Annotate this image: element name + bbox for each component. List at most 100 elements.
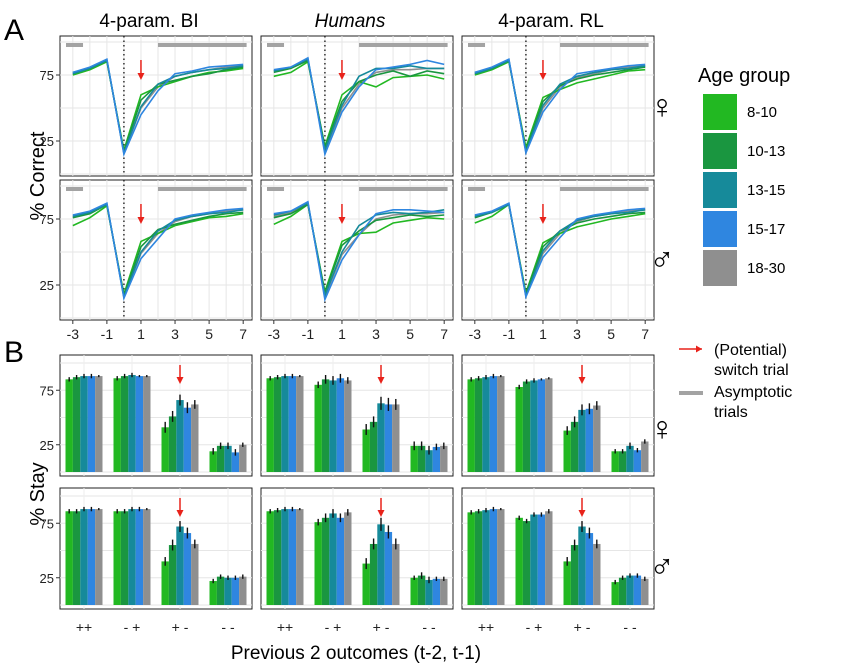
legend-title: Age group <box>698 65 790 87</box>
bar-13-15-+- <box>176 400 184 472</box>
bar-15-17-+- <box>384 531 393 605</box>
asymptotic-key <box>679 391 703 395</box>
bar-panel-female-2 <box>260 354 454 477</box>
bar-18-30-+- <box>191 404 199 472</box>
x-tick-label: + - <box>172 619 189 635</box>
x-tick-label: 1 <box>137 326 145 342</box>
y-tick-label: 25 <box>40 134 54 149</box>
bar-18-30--+ <box>545 378 553 472</box>
sex-symbol-male-b: ♂ <box>649 548 675 586</box>
bar-15-17-++ <box>87 509 96 605</box>
x-tick-label: 5 <box>406 326 414 342</box>
x-tick-label: ++ <box>76 619 92 635</box>
sex-symbol-female-a: ♀ <box>649 88 675 126</box>
legend-key-8-10 <box>703 94 737 130</box>
switch-arrowhead <box>176 377 184 384</box>
asymptotic-bar <box>66 187 84 191</box>
bar-13-15--- <box>224 577 232 605</box>
bar-10-13-++ <box>72 377 81 472</box>
bar-18-30-++ <box>497 509 505 605</box>
asymptotic-bar <box>560 43 649 47</box>
bar-10-13-+- <box>168 545 177 605</box>
bar-13-15-+- <box>578 526 586 605</box>
bar-13-15--- <box>425 450 433 472</box>
switch-arrowhead <box>137 217 145 224</box>
bar-10-13--+ <box>120 511 129 605</box>
bar-10-13--+ <box>321 517 330 605</box>
bar-13-15--- <box>626 575 634 605</box>
bar-15-17--- <box>633 575 642 605</box>
bar-8-10-++ <box>65 511 73 605</box>
line-panel-male-2: -3 -1 1 3 5 7 <box>260 179 454 342</box>
legend-key-18-30 <box>703 250 737 286</box>
bar-15-17-+- <box>585 533 594 605</box>
bar-8-10-+- <box>563 561 571 605</box>
y-axis-label-correct: % Correct <box>27 131 49 220</box>
bar-13-15-++ <box>482 377 490 472</box>
bar-8-10-+- <box>362 563 370 605</box>
legend-label-10-13: 10-13 <box>747 143 785 160</box>
asymptotic-bar <box>468 43 486 47</box>
bar-8-10--- <box>410 577 418 605</box>
sex-symbol-female-b: ♀ <box>649 410 675 448</box>
bar-13-15--+ <box>128 509 136 605</box>
bar-18-30-++ <box>95 376 103 472</box>
bar-10-13--- <box>417 445 426 472</box>
bar-10-13-++ <box>474 378 483 472</box>
bar-18-30--+ <box>344 380 352 472</box>
x-tick-label: -1 <box>503 326 516 342</box>
bar-13-15-+- <box>176 526 184 605</box>
line-panel-female-1: 25 75 <box>40 35 253 177</box>
panel-frame <box>461 35 655 177</box>
switch-trial-label-1: (Potential) <box>714 342 787 359</box>
bar-15-17--+ <box>537 379 546 472</box>
bar-15-17-++ <box>288 509 297 605</box>
bar-10-13--+ <box>120 376 129 472</box>
bar-13-15-++ <box>482 510 490 605</box>
bar-10-13-+- <box>369 421 378 472</box>
x-tick-label: - - <box>221 619 235 635</box>
switch-arrowhead <box>338 73 346 80</box>
bar-15-17--- <box>432 446 441 472</box>
asymptotic-bar <box>267 43 285 47</box>
series-line-15-17 <box>474 202 646 300</box>
asymptotic-bar <box>359 43 448 47</box>
line-panel-female-2 <box>260 35 454 177</box>
series-line-13-15 <box>72 203 244 300</box>
bar-13-15--+ <box>329 513 337 605</box>
y-tick-label: 25 <box>40 571 54 586</box>
bar-10-13-++ <box>273 377 282 472</box>
bar-18-30--- <box>239 576 247 605</box>
bar-8-10-++ <box>65 379 73 472</box>
x-tick-label: 7 <box>440 326 448 342</box>
series-line-13-15 <box>474 203 646 299</box>
panel-frame <box>59 179 253 321</box>
asymptotic-label-2: trials <box>714 404 748 421</box>
series-line-8-10 <box>474 203 646 297</box>
bar-13-15--+ <box>530 380 538 472</box>
asymptotic-bar <box>267 187 285 191</box>
x-tick-label: 1 <box>539 326 547 342</box>
bar-panel-female-3 <box>461 354 655 477</box>
legend-keys: 8-10 10-13 13-15 15-17 18-30 <box>703 94 785 286</box>
x-tick-label: - - <box>623 619 637 635</box>
x-tick-label: - + <box>526 619 543 635</box>
switch-trial-label-2: switch trial <box>714 362 789 379</box>
series-line-15-17 <box>72 202 244 301</box>
asymptotic-bar <box>66 43 84 47</box>
bar-15-17--- <box>231 452 240 472</box>
x-tick-label: -1 <box>302 326 315 342</box>
bar-13-15--+ <box>329 380 337 472</box>
bar-10-13-+- <box>168 416 177 472</box>
series-line-15-17 <box>273 56 445 158</box>
panel-frame <box>260 179 454 321</box>
legend-label-18-30: 18-30 <box>747 260 785 277</box>
bar-8-10--- <box>611 451 619 472</box>
x-tick-label: + - <box>574 619 591 635</box>
x-tick-label: ++ <box>478 619 494 635</box>
bar-15-17--+ <box>135 376 144 472</box>
switch-arrowhead <box>539 73 547 80</box>
bar-18-30--- <box>239 444 247 472</box>
bar-panel-female-1: 25 75 <box>40 354 253 477</box>
legend-key-15-17 <box>703 211 737 247</box>
